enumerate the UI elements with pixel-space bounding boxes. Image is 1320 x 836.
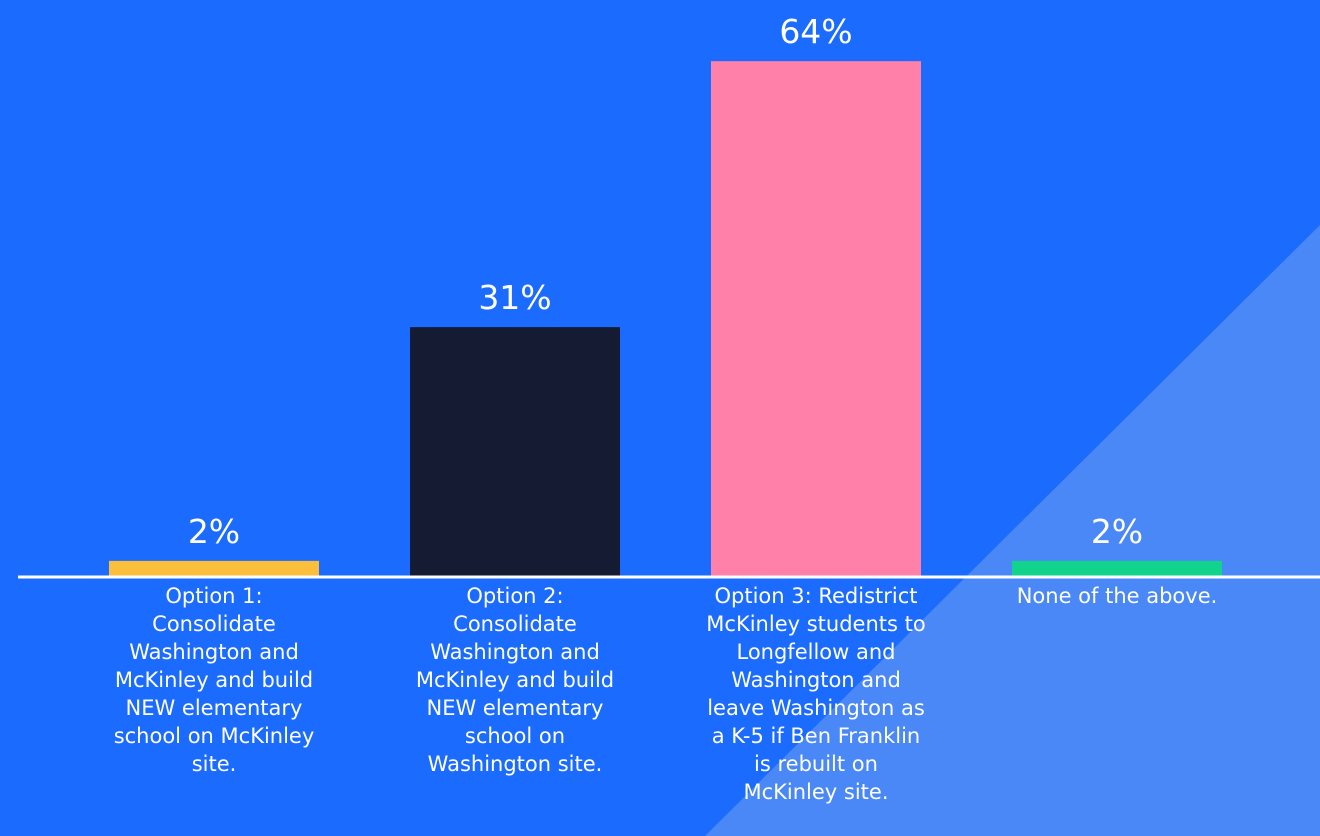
category-label: None of the above. — [1016, 584, 1218, 608]
bar — [410, 327, 620, 577]
category-label: Option 2: Consolidate Washington and McK… — [415, 584, 615, 776]
bar — [109, 560, 319, 577]
value-label: 64% — [779, 12, 852, 51]
value-label: 2% — [188, 512, 240, 551]
value-label: 31% — [478, 278, 551, 317]
bar — [1012, 560, 1222, 577]
background-shape — [705, 225, 1320, 836]
category-label: Option 1: Consolidate Washington and McK… — [113, 584, 315, 776]
value-label: 2% — [1091, 512, 1143, 551]
bar — [711, 61, 921, 578]
category-label: Option 3: Redistrict McKinley students t… — [706, 584, 926, 804]
